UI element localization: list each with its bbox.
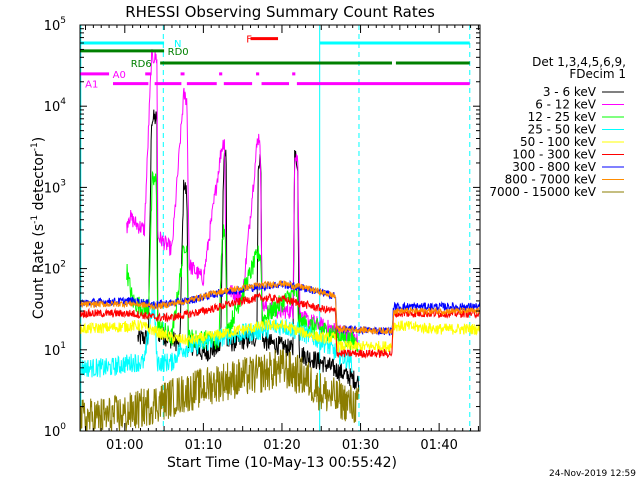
- y-axis-label: Count Rate (s-1 detector-1): [30, 137, 47, 319]
- series-line-7: [80, 280, 480, 336]
- legend-title-line1: Det 1,3,4,5,6,9,: [532, 55, 626, 69]
- flag-label: RD0: [168, 47, 189, 58]
- series-layer: [80, 49, 480, 431]
- y-tick-label: 104: [44, 97, 67, 115]
- y-tick-label: 105: [44, 16, 66, 34]
- x-tick-label: 01:40: [420, 438, 457, 453]
- legend-title-line2: FDecim 1: [569, 67, 626, 81]
- flag-label: N: [174, 39, 181, 50]
- y-tick-label: 103: [44, 178, 66, 196]
- legend-entry-label: 6 - 12 keV: [535, 98, 597, 112]
- series-line-2: [126, 170, 359, 353]
- flag-label: A1: [85, 80, 98, 91]
- legend-entry-label: 25 - 50 keV: [528, 123, 597, 137]
- legend-entry-label: 800 - 7000 keV: [505, 173, 597, 187]
- legend-entry-label: 100 - 300 keV: [512, 148, 596, 162]
- series-line-3: [80, 301, 353, 378]
- chart-title: RHESSI Observing Summary Count Rates: [125, 3, 435, 21]
- x-tick-label: 01:20: [263, 438, 300, 453]
- y-axis: 100 101 102 103 104 105: [44, 16, 480, 440]
- legend-entry-label: 300 - 800 keV: [512, 160, 596, 174]
- flag-label: F: [246, 35, 252, 46]
- series-line-4: [80, 318, 480, 354]
- x-tick-label: 01:00: [106, 438, 143, 453]
- legend-entry-label: 50 - 100 keV: [520, 135, 597, 149]
- series-line-5: [80, 291, 480, 360]
- x-axis: 01:00 01:10 01:20 01:30 01:40: [85, 25, 479, 453]
- plot-frame: [79, 24, 481, 432]
- x-tick-label: 01:10: [185, 438, 222, 453]
- x-tick-label: 01:30: [342, 438, 379, 453]
- legend-entry-label: 12 - 25 keV: [528, 110, 597, 124]
- series-line-8: [80, 349, 360, 431]
- x-axis-label: Start Time (10-May-13 00:55:42): [167, 455, 397, 471]
- flag-label: RD6: [131, 59, 152, 70]
- y-tick-label: 100: [44, 422, 67, 440]
- y-tick-label: 101: [44, 341, 66, 359]
- legend-entry-label: 3 - 6 keV: [543, 85, 597, 99]
- legend-entry-label: 7000 - 15000 keV: [489, 185, 596, 199]
- footer-date: 24-Nov-2019 12:59: [549, 469, 636, 479]
- y-tick-label: 102: [44, 260, 66, 278]
- flag-label: A0: [113, 70, 126, 81]
